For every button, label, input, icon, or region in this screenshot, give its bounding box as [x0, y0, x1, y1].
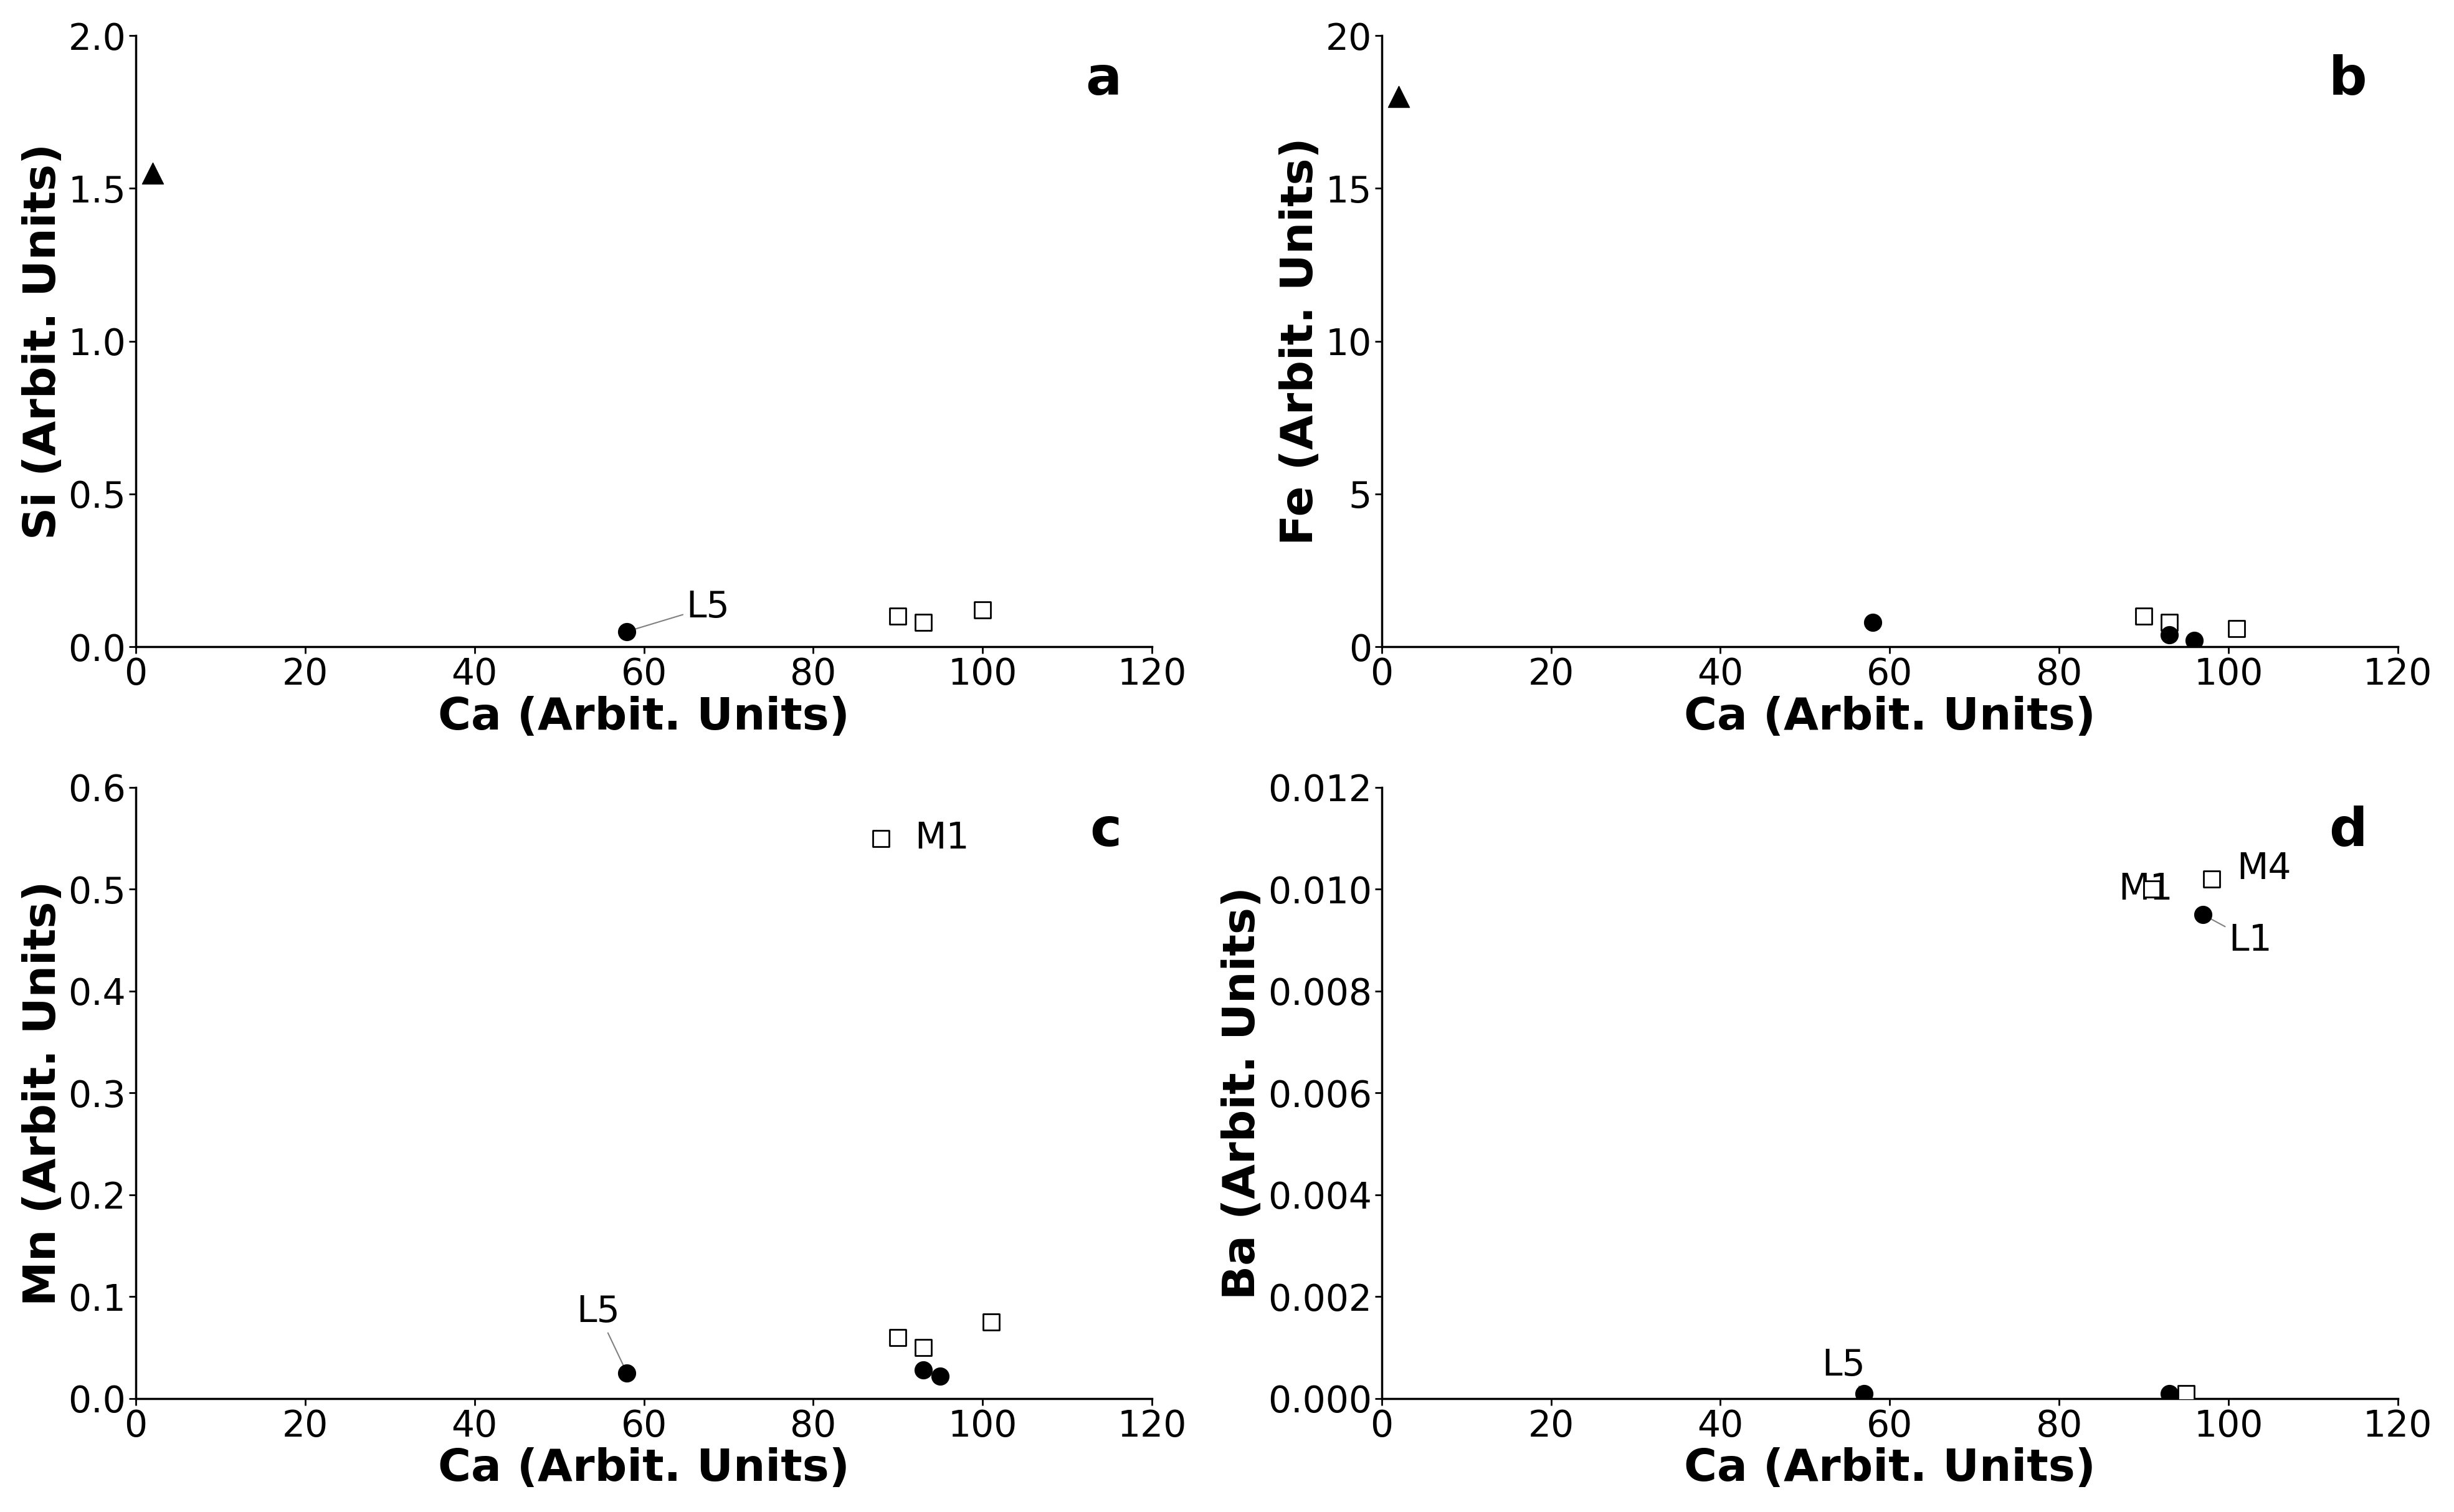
Text: M1: M1	[915, 821, 969, 856]
Text: a: a	[1085, 54, 1121, 106]
X-axis label: Ca (Arbit. Units): Ca (Arbit. Units)	[1683, 1447, 2096, 1491]
Point	[2125, 605, 2164, 629]
Point	[2216, 617, 2255, 641]
Text: L5: L5	[577, 1294, 626, 1371]
Point	[903, 1335, 942, 1359]
Point	[133, 162, 172, 186]
Point	[2174, 629, 2214, 653]
Text: L1: L1	[2204, 915, 2272, 959]
Point	[861, 826, 901, 850]
Y-axis label: Ba (Arbit. Units): Ba (Arbit. Units)	[1222, 886, 1264, 1299]
Point	[606, 1361, 645, 1385]
Text: d: d	[2329, 806, 2368, 857]
Y-axis label: Mn (Arbit. Units): Mn (Arbit. Units)	[22, 880, 64, 1305]
Y-axis label: Si (Arbit. Units): Si (Arbit. Units)	[22, 144, 64, 540]
Y-axis label: Fe (Arbit. Units): Fe (Arbit. Units)	[1279, 138, 1323, 546]
Text: L5: L5	[1821, 1347, 1865, 1393]
Text: M1: M1	[2118, 871, 2172, 907]
X-axis label: Ca (Arbit. Units): Ca (Arbit. Units)	[1683, 696, 2096, 739]
Point	[2191, 866, 2231, 891]
Point	[903, 611, 942, 635]
Point	[606, 620, 645, 644]
Point	[972, 1309, 1011, 1334]
Point	[920, 1364, 960, 1388]
Text: M4: M4	[2236, 851, 2292, 886]
Point	[1379, 85, 1418, 109]
X-axis label: Ca (Arbit. Units): Ca (Arbit. Units)	[437, 696, 849, 739]
Point	[2133, 877, 2172, 901]
Point	[2150, 1382, 2189, 1406]
Text: c: c	[1090, 806, 1121, 857]
Point	[2150, 623, 2189, 647]
Point	[2150, 611, 2189, 635]
Point	[1853, 611, 1892, 635]
Point	[962, 599, 1001, 623]
Text: b: b	[2329, 54, 2368, 106]
Point	[2184, 903, 2223, 927]
Point	[903, 1358, 942, 1382]
Point	[2167, 1382, 2206, 1406]
Text: L5: L5	[628, 590, 729, 631]
X-axis label: Ca (Arbit. Units): Ca (Arbit. Units)	[437, 1447, 849, 1491]
Point	[879, 1325, 918, 1349]
Point	[879, 605, 918, 629]
Point	[1845, 1382, 1885, 1406]
